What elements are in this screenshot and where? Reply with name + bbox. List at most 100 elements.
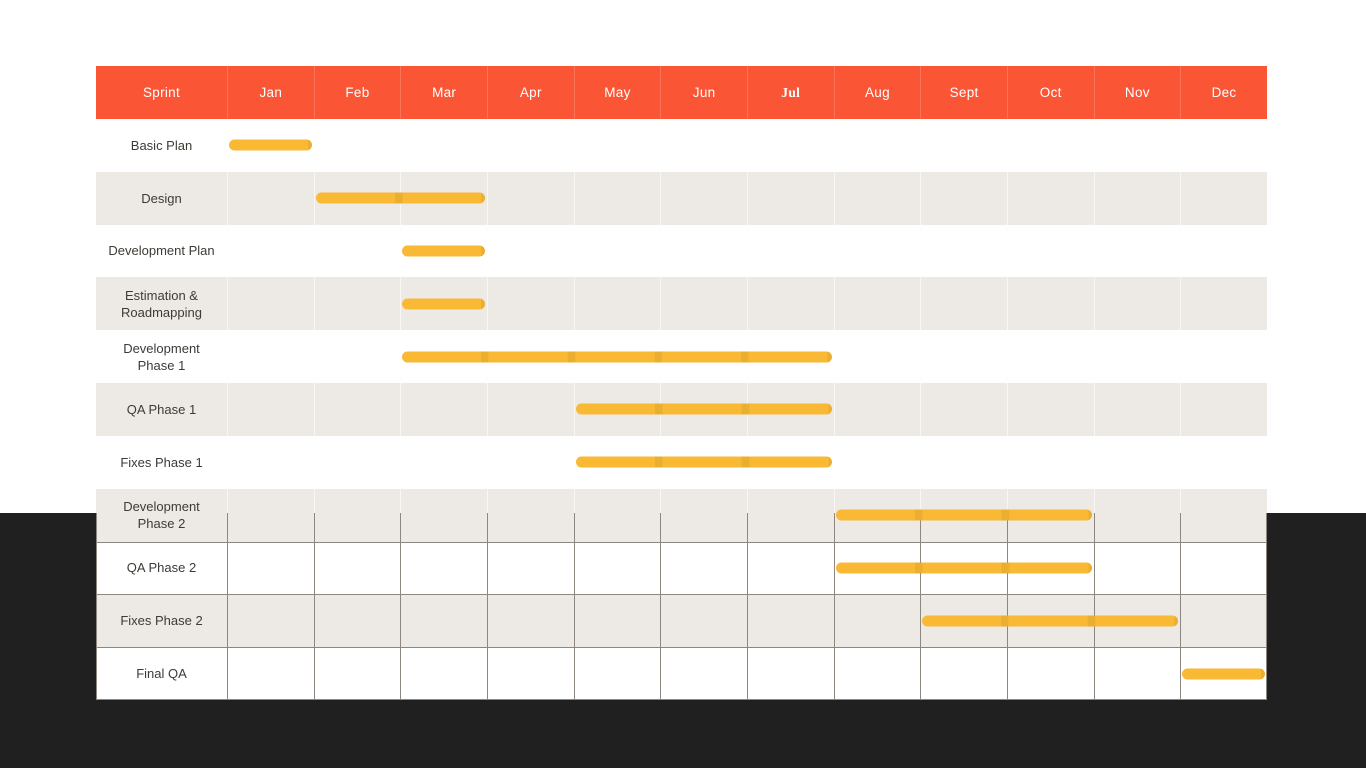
month-cell — [314, 647, 401, 700]
row-timeline — [227, 119, 1267, 172]
month-cell — [400, 594, 487, 648]
month-cell — [400, 119, 487, 172]
month-cell — [1180, 542, 1267, 595]
month-cell — [833, 277, 921, 331]
task-bar — [315, 192, 485, 204]
month-cell — [747, 171, 834, 225]
task-bar — [575, 403, 832, 415]
gantt-header-row: Sprint Jan Feb Mar Apr May Jun Jul Aug Sept Oct No… — [96, 66, 1267, 119]
month-cell — [1093, 488, 1181, 542]
row-timeline — [227, 171, 1267, 225]
month-cell — [400, 436, 487, 489]
gantt-row: Development Phase 1 — [96, 330, 1267, 384]
month-cell — [660, 594, 747, 648]
month-cell — [227, 171, 314, 225]
month-cell — [920, 277, 1007, 331]
month-cell — [1180, 171, 1267, 225]
month-cell — [573, 488, 661, 542]
month-cell — [1007, 277, 1094, 331]
month-cell — [487, 436, 574, 489]
gantt-row: Fixes Phase 2 — [96, 594, 1267, 648]
task-bar — [1182, 668, 1265, 680]
row-timeline — [227, 436, 1267, 489]
month-cell — [227, 383, 314, 436]
month-cell — [227, 542, 314, 595]
row-timeline — [227, 594, 1267, 648]
month-cell — [227, 436, 314, 489]
row-timeline — [227, 647, 1267, 700]
month-cell — [920, 647, 1007, 700]
month-cell — [1180, 119, 1267, 172]
month-cell — [1180, 488, 1267, 542]
month-cell — [1094, 119, 1181, 172]
month-cell — [400, 383, 487, 436]
header-cell-jan: Jan — [227, 66, 314, 119]
month-cell — [1007, 171, 1094, 225]
gantt-row: Development Phase 2 — [96, 488, 1267, 542]
header-cell-sprint: Sprint — [142, 85, 181, 100]
month-cell — [747, 225, 834, 278]
month-cell — [227, 277, 314, 331]
row-label: QA Phase 2 — [126, 560, 197, 576]
gantt-row: Design — [96, 171, 1267, 225]
month-cell — [1094, 436, 1181, 489]
month-cell — [227, 330, 314, 383]
month-cell — [227, 488, 314, 542]
month-cell — [573, 383, 661, 436]
month-cell — [574, 647, 661, 700]
task-bar — [835, 562, 1092, 574]
month-cell — [920, 383, 1007, 436]
row-label: Design — [141, 190, 182, 206]
gantt-row: Development Plan — [96, 224, 1267, 278]
month-cell — [314, 330, 401, 383]
month-cell — [747, 647, 834, 700]
row-timeline — [227, 225, 1267, 278]
header-cell-may: May — [573, 66, 661, 119]
month-cell — [833, 171, 921, 225]
month-cell — [1007, 647, 1094, 700]
month-cell — [487, 119, 574, 172]
header-cell-aug: Aug — [833, 66, 921, 119]
month-cell — [1094, 225, 1181, 278]
month-cell — [747, 277, 834, 331]
row-label: Fixes Phase 1 — [120, 454, 203, 470]
row-label: Development Phase 2 — [123, 498, 200, 532]
month-cell — [227, 647, 314, 700]
header-cell-dec: Dec — [1180, 66, 1267, 119]
month-cell — [1180, 436, 1267, 489]
header-cell-apr: Apr — [486, 66, 574, 119]
month-cell — [660, 119, 747, 172]
month-cell — [920, 119, 1007, 172]
header-cell-nov: Nov — [1093, 66, 1181, 119]
gantt-row: Basic Plan — [96, 119, 1267, 172]
task-bar — [402, 245, 485, 257]
gantt-chart: Sprint Jan Feb Mar Apr May Jun Jul Aug Sept Oct No… — [96, 66, 1267, 700]
month-cell — [314, 542, 401, 595]
month-cell — [1007, 383, 1094, 436]
header-cell-jun: Jun — [660, 66, 747, 119]
row-timeline — [227, 330, 1267, 383]
month-cell — [1180, 277, 1267, 331]
month-cell — [920, 171, 1007, 225]
month-cell — [314, 436, 401, 489]
header-cell-mar: Mar — [400, 66, 487, 119]
month-cell — [920, 436, 1007, 489]
month-cell — [487, 171, 574, 225]
gantt-rows: Basic Plan Design Development Plan Estimati… — [96, 119, 1267, 700]
month-cell — [400, 488, 487, 542]
month-cell — [1094, 330, 1181, 383]
gantt-row: Fixes Phase 1 — [96, 435, 1267, 489]
month-cell — [1180, 330, 1267, 383]
task-bar — [835, 509, 1092, 521]
month-cell — [574, 119, 661, 172]
task-bar — [402, 351, 832, 363]
month-cell — [574, 225, 661, 278]
month-cell — [313, 383, 401, 436]
month-cell — [227, 225, 314, 278]
month-cell — [747, 594, 834, 648]
month-cell — [487, 647, 574, 700]
month-cell — [1007, 330, 1094, 383]
gantt-row: Estimation & Roadmapping — [96, 277, 1267, 331]
month-cell — [1007, 119, 1094, 172]
